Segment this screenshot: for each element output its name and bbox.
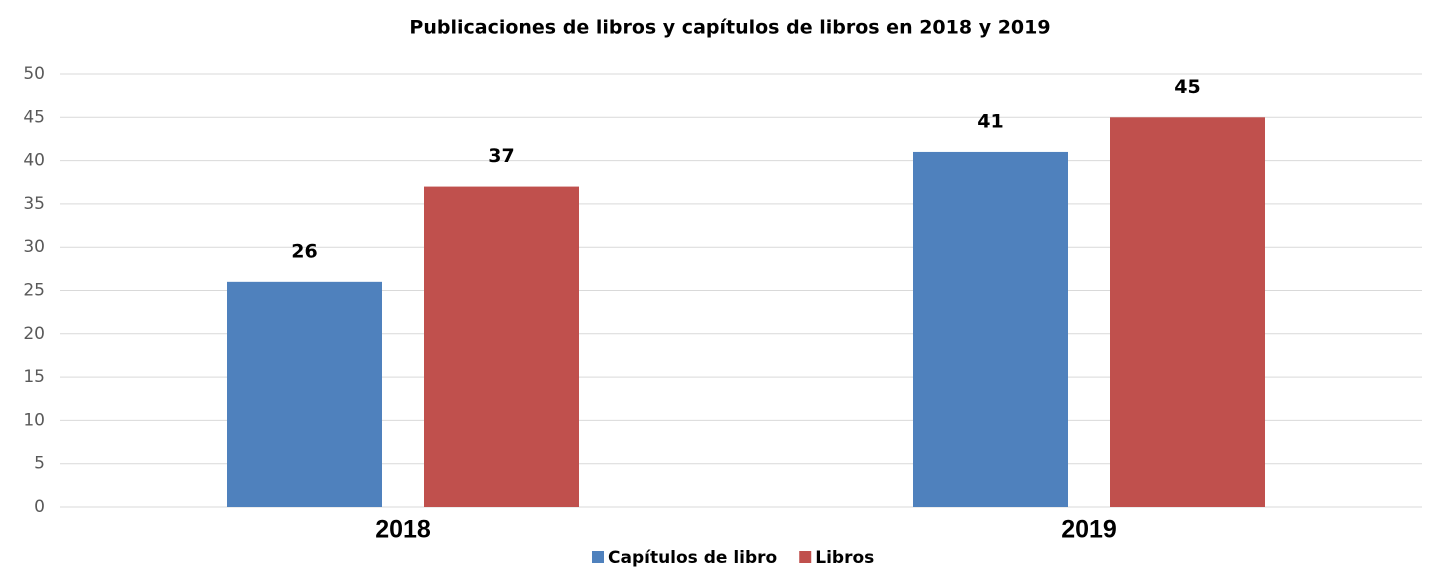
legend-swatch — [592, 551, 604, 563]
y-tick-label: 50 — [23, 64, 45, 84]
y-tick-label: 40 — [23, 151, 45, 171]
y-tick-label: 5 — [34, 454, 45, 474]
bar — [227, 282, 382, 507]
y-tick-label: 20 — [23, 324, 45, 344]
legend-label: Libros — [815, 548, 874, 568]
y-tick-label: 30 — [23, 237, 45, 257]
data-label: 45 — [1174, 76, 1200, 98]
bar — [1110, 117, 1265, 507]
chart: Publicaciones de libros y capítulos de l… — [0, 0, 1433, 568]
data-label: 26 — [291, 240, 317, 262]
chart-title: Publicaciones de libros y capítulos de l… — [409, 17, 1050, 39]
bar — [913, 152, 1068, 507]
legend-label: Capítulos de libro — [608, 548, 777, 568]
data-label: 41 — [977, 110, 1003, 132]
y-tick-label: 45 — [23, 107, 45, 127]
bar — [424, 187, 579, 507]
y-tick-label: 25 — [23, 281, 45, 301]
data-label: 37 — [488, 145, 514, 167]
y-tick-label: 0 — [34, 497, 45, 517]
y-tick-label: 35 — [23, 194, 45, 214]
x-tick-label: 2019 — [1061, 516, 1117, 544]
x-tick-label: 2018 — [375, 516, 431, 544]
y-tick-label: 10 — [23, 410, 45, 430]
legend-swatch — [799, 551, 811, 563]
y-tick-label: 15 — [23, 367, 45, 387]
